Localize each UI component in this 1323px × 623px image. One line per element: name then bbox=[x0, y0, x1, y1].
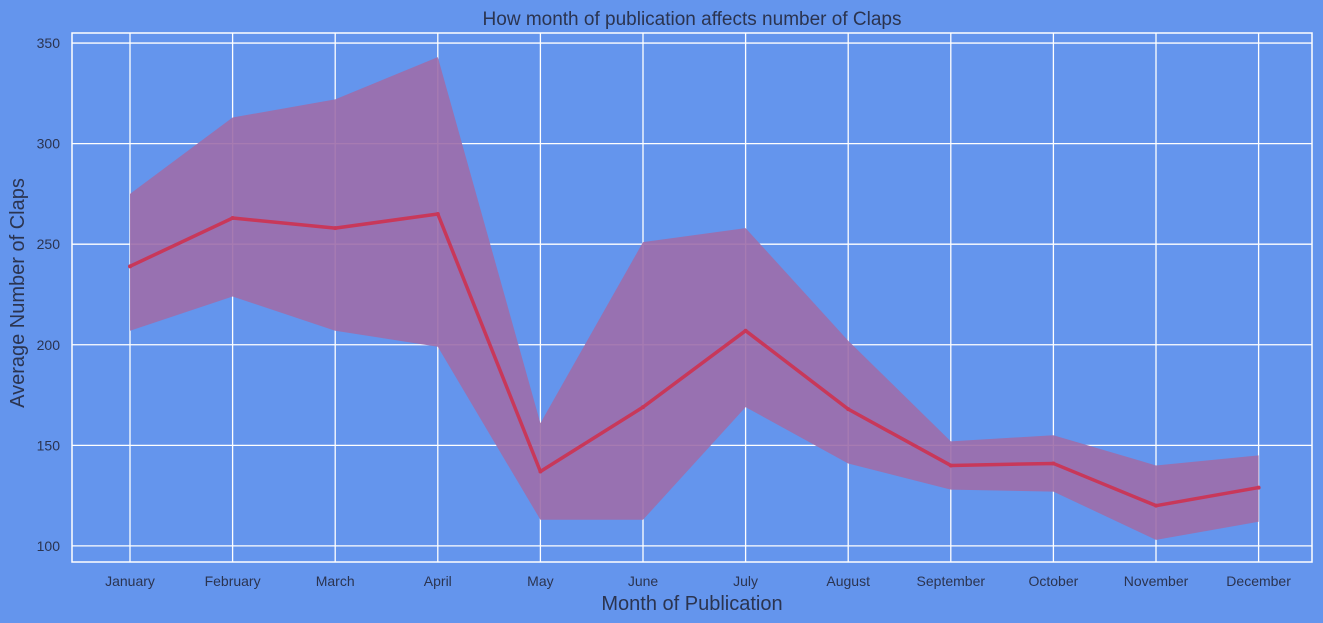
confidence-band bbox=[130, 57, 1259, 540]
data-point bbox=[948, 463, 953, 468]
data-point bbox=[743, 328, 748, 333]
y-tick-label: 350 bbox=[37, 35, 61, 51]
x-tick-label: August bbox=[826, 573, 870, 589]
x-tick-label: March bbox=[316, 573, 355, 589]
data-point bbox=[846, 407, 851, 412]
x-tick-label: May bbox=[527, 573, 553, 589]
x-tick-label: January bbox=[105, 573, 155, 589]
y-tick-label: 150 bbox=[37, 437, 61, 453]
y-tick-label: 250 bbox=[37, 236, 61, 252]
y-tick-label: 200 bbox=[37, 337, 61, 353]
data-point bbox=[128, 264, 132, 269]
x-tick-label: October bbox=[1028, 573, 1078, 589]
x-tick-label: November bbox=[1124, 573, 1189, 589]
data-point bbox=[230, 216, 235, 221]
line-layer bbox=[128, 212, 1261, 508]
data-point bbox=[1256, 485, 1261, 490]
x-tick-label: September bbox=[917, 573, 986, 589]
y-axis-label: Average Number of Claps bbox=[7, 178, 29, 408]
series-line bbox=[129, 212, 1259, 508]
x-tick-label: April bbox=[424, 573, 452, 589]
y-tick-label: 100 bbox=[37, 538, 61, 554]
x-tick-label: July bbox=[733, 573, 758, 589]
data-point bbox=[641, 405, 645, 410]
data-point bbox=[1154, 503, 1158, 508]
chart-title: How month of publication affects number … bbox=[483, 9, 902, 30]
data-point bbox=[1051, 461, 1056, 466]
tick-label-layer: 100 150 200 250 300 350 January February March Ap… bbox=[37, 35, 1292, 589]
x-axis-label: Month of Publication bbox=[601, 593, 782, 615]
data-point bbox=[435, 212, 440, 217]
y-tick-label: 300 bbox=[37, 136, 61, 152]
x-tick-label: June bbox=[628, 573, 659, 589]
data-point bbox=[538, 469, 543, 474]
data-point bbox=[333, 226, 338, 231]
plot-frame bbox=[71, 32, 1313, 563]
x-tick-label: February bbox=[205, 573, 261, 589]
confidence-band-layer bbox=[130, 57, 1259, 540]
x-tick-label: December bbox=[1226, 573, 1291, 589]
